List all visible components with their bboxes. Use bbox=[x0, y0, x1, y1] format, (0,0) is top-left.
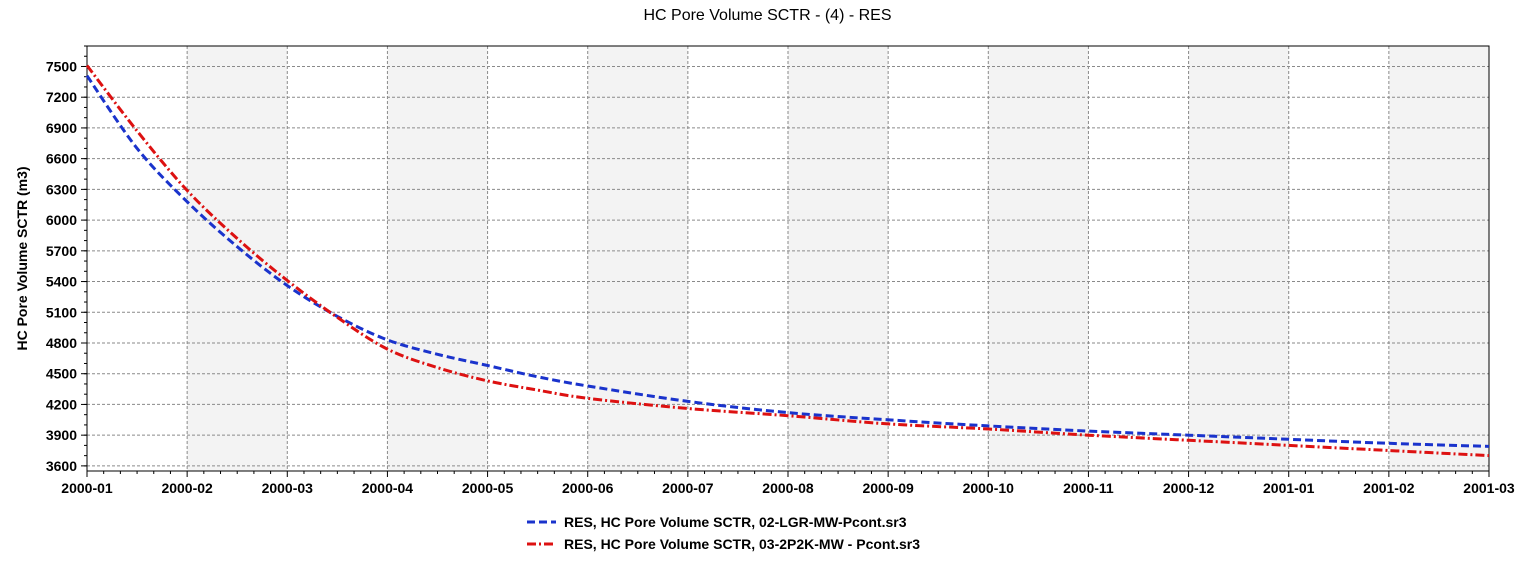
x-tick-label: 2001-03 bbox=[1463, 480, 1515, 496]
plot-band bbox=[687, 46, 788, 471]
plot-band bbox=[487, 46, 588, 471]
y-tick-label: 7200 bbox=[46, 89, 77, 105]
y-tick-label: 6300 bbox=[46, 181, 77, 197]
x-tick-label: 2000-04 bbox=[362, 480, 414, 496]
y-tick-label: 3600 bbox=[46, 458, 77, 474]
x-tick-label: 2000-03 bbox=[262, 480, 314, 496]
series-lines bbox=[85, 64, 1490, 458]
x-tick-label: 2000-12 bbox=[1163, 480, 1215, 496]
axis-ticks: 2000-01 2000-02 2000-03 2000-04 2000-05 2000-… bbox=[46, 45, 1515, 496]
y-tick-label: 6000 bbox=[46, 212, 77, 228]
plot-band bbox=[587, 46, 688, 471]
y-axis-label: HC Pore Volume SCTR (m3) bbox=[14, 166, 30, 350]
x-tick-label: 2000-06 bbox=[562, 480, 614, 496]
x-tick-label: 2001-02 bbox=[1363, 480, 1415, 496]
plot-band bbox=[988, 46, 1089, 471]
y-tick-label: 6900 bbox=[46, 120, 77, 136]
legend-label-1: RES, HC Pore Volume SCTR, 02-LGR-MW-Pcon… bbox=[564, 514, 907, 530]
grid-lines bbox=[86, 46, 1490, 471]
plot-band bbox=[788, 46, 889, 471]
x-tick-label: 2000-02 bbox=[161, 480, 213, 496]
series-line-2 bbox=[85, 64, 1490, 458]
y-tick-label: 5400 bbox=[46, 274, 77, 290]
plot-band bbox=[888, 46, 989, 471]
chart-title: HC Pore Volume SCTR - (4) - RES bbox=[643, 7, 892, 24]
plot-band bbox=[287, 46, 388, 471]
y-tick-label: 5100 bbox=[46, 304, 77, 320]
plot-band bbox=[387, 46, 488, 471]
plot-band bbox=[1188, 46, 1289, 471]
legend: RES, HC Pore Volume SCTR, 02-LGR-MW-Pcon… bbox=[527, 514, 920, 552]
y-tick-label: 3900 bbox=[46, 427, 77, 443]
plot-band bbox=[1088, 46, 1189, 471]
plot-band bbox=[1388, 46, 1489, 471]
x-tick-label: 2000-11 bbox=[1063, 480, 1114, 496]
y-tick-label: 5700 bbox=[46, 243, 77, 259]
legend-label-2: RES, HC Pore Volume SCTR, 03-2P2K-MW - P… bbox=[564, 536, 920, 552]
y-tick-label: 7500 bbox=[46, 58, 77, 74]
y-tick-label: 4500 bbox=[46, 366, 77, 382]
x-tick-label: 2001-01 bbox=[1263, 480, 1315, 496]
x-tick-label: 2000-07 bbox=[662, 480, 714, 496]
plot-bands bbox=[87, 46, 1489, 471]
x-tick-label: 2000-09 bbox=[862, 480, 914, 496]
plot-band bbox=[187, 46, 288, 471]
x-tick-label: 2000-08 bbox=[762, 480, 814, 496]
plot-band bbox=[1288, 46, 1389, 471]
y-tick-label: 6600 bbox=[46, 151, 77, 167]
x-tick-label: 2000-01 bbox=[61, 480, 113, 496]
x-tick-label: 2000-10 bbox=[963, 480, 1015, 496]
x-tick-label: 2000-05 bbox=[462, 480, 514, 496]
y-tick-label: 4800 bbox=[46, 335, 77, 351]
plot-band bbox=[87, 46, 188, 471]
y-tick-label: 4200 bbox=[46, 396, 77, 412]
series-line-1 bbox=[85, 74, 1490, 448]
